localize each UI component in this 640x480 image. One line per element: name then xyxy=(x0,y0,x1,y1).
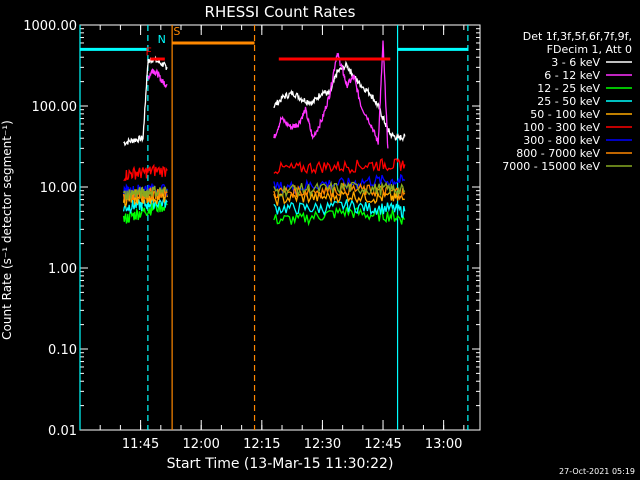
y-tick-label: 10.00 xyxy=(40,181,77,196)
series-line xyxy=(123,185,168,201)
legend-entry-label: 25 - 50 keV xyxy=(537,95,600,108)
x-tick-label: 11:45 xyxy=(122,437,159,452)
plot-frame xyxy=(79,24,481,431)
y-tick-label: 0.10 xyxy=(48,343,77,358)
legend-entry-label: 800 - 7000 keV xyxy=(516,147,600,160)
x-axis-label: Start Time (13-Mar-15 11:30:22) xyxy=(167,456,394,472)
x-tick-label: 12:45 xyxy=(364,437,401,452)
series-line xyxy=(123,163,168,182)
series-line xyxy=(273,180,406,199)
series-line xyxy=(273,158,406,175)
flag-label: S xyxy=(173,25,180,38)
legend-entry-label: 12 - 25 keV xyxy=(537,82,600,95)
chart-title: RHESSI Count Rates xyxy=(205,3,356,21)
y-tick-label: 1000.00 xyxy=(23,19,77,34)
legend-header-line-1: Det 1f,3f,5f,6f,7f,9f, xyxy=(523,30,632,43)
y-tick-label: 0.01 xyxy=(48,424,77,439)
legend-entry-label: 3 - 6 keV xyxy=(551,56,600,69)
footer-timestamp: 27-Oct-2021 05:19 xyxy=(559,467,635,476)
x-tick-label: 12:00 xyxy=(182,437,219,452)
legend-entry-label: 50 - 100 keV xyxy=(530,108,600,121)
legend-entry-label: 100 - 300 keV xyxy=(523,121,600,134)
x-tick-label: 12:30 xyxy=(304,437,341,452)
y-axis-label: Count Rate (s⁻¹ detector segment⁻¹) xyxy=(0,120,14,340)
plot-area: 1000.00 100.00 10.00 1.00 0.10 0.01 11:45 12:00… xyxy=(23,19,481,452)
legend-entry-label: 300 - 800 keV xyxy=(523,134,600,147)
y-tick-label: 100.00 xyxy=(32,100,78,115)
series-line xyxy=(147,68,168,89)
series-line xyxy=(273,199,406,218)
legend-entry-label: 6 - 12 keV xyxy=(544,69,600,82)
x-tick-label: 13:00 xyxy=(425,437,462,452)
series-line xyxy=(273,40,389,149)
y-tick-label: 1.00 xyxy=(48,262,77,277)
flag-label: F xyxy=(145,46,151,59)
legend-entry-label: 7000 - 15000 keV xyxy=(502,160,600,173)
x-tick-label: 12:15 xyxy=(243,437,280,452)
flag-label: N xyxy=(158,33,166,46)
series-line xyxy=(123,55,168,147)
series-line xyxy=(273,206,405,227)
legend-header-line-2: FDecim 1, Att 0 xyxy=(547,43,632,56)
